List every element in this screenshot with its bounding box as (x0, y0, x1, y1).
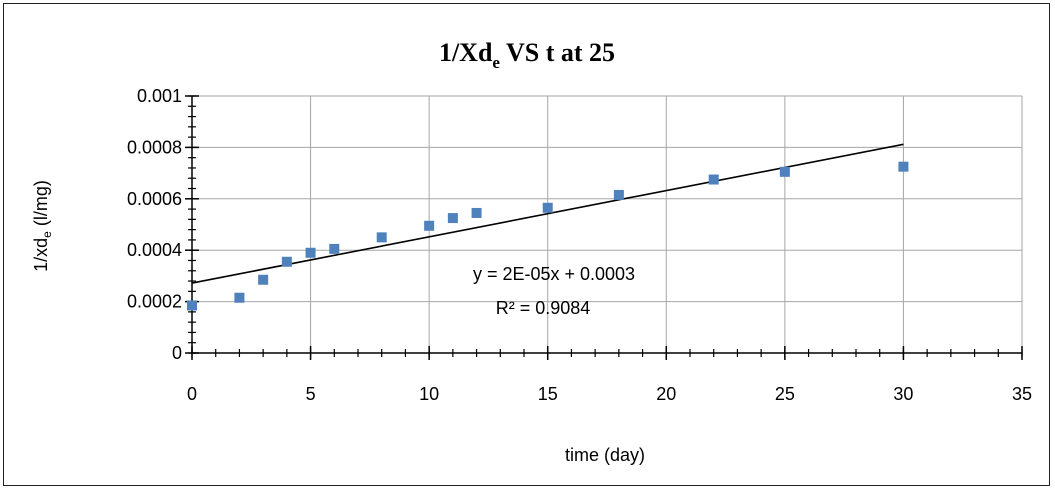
x-tick-label-7: 35 (1012, 384, 1032, 404)
y-axis-title: 1/xde (l/mg) (31, 180, 54, 272)
data-point-8 (447, 213, 458, 224)
x-tick-label-6: 30 (893, 384, 913, 404)
data-point-3 (281, 256, 292, 267)
r-squared-label: R² = 0.9084 (496, 298, 591, 318)
chart-title-rest: VS t at 25 (500, 38, 615, 67)
y-axis-title-rest: (l/mg) (31, 180, 51, 231)
y-tick-label-4: 0.0008 (127, 137, 182, 157)
data-point-10 (542, 202, 553, 213)
x-tick-label-1: 5 (306, 384, 316, 404)
y-tick-label-0: 0 (172, 343, 182, 363)
y-tick-label-5: 0.001 (137, 86, 182, 106)
y-tick-label-2: 0.0004 (127, 240, 182, 260)
data-point-0 (187, 300, 197, 311)
data-point-4 (305, 247, 316, 258)
data-point-7 (424, 220, 435, 231)
x-tick-label-3: 15 (538, 384, 558, 404)
data-point-9 (471, 207, 482, 218)
data-point-12 (708, 174, 719, 185)
x-axis-title: time (day) (565, 445, 645, 465)
y-tick-label-3: 0.0006 (127, 189, 182, 209)
data-point-14 (898, 161, 909, 172)
data-point-5 (329, 243, 340, 254)
data-point-11 (613, 189, 624, 200)
chart-title-main: 1/Xd (439, 38, 493, 67)
x-tick-label-2: 10 (419, 384, 439, 404)
data-point-2 (258, 274, 269, 285)
y-tick-label-1: 0.0002 (127, 292, 182, 312)
x-tick-label-0: 0 (187, 384, 197, 404)
tick-labels: 0 5 10 15 20 25 30 35 0 0.0002 0.0004 0.0006 0.0008 0… (127, 86, 1032, 404)
data-point-6 (376, 232, 387, 243)
chart-title-subscript: e (492, 53, 500, 72)
y-axis-title-main: 1/xd (31, 238, 51, 272)
chart-title: 1/Xde VS t at 25 (439, 38, 615, 72)
x-tick-label-5: 25 (775, 384, 795, 404)
scatter-chart: 1/Xde VS t at 25 0 5 10 15 20 25 30 3500.00020.… (31, 38, 1032, 465)
x-tick-label-4: 20 (656, 384, 676, 404)
trendline-equation: y = 2E-05x + 0.0003 (473, 264, 635, 284)
data-point-13 (779, 166, 790, 177)
data-points (187, 161, 909, 311)
grid-layer (192, 95, 1023, 353)
chart-frame: 1/Xde VS t at 25 0 5 10 15 20 25 30 35 0 0.0002 0.… (3, 3, 1050, 486)
y-axis-title-subscript: e (40, 231, 54, 238)
data-point-1 (234, 292, 245, 303)
